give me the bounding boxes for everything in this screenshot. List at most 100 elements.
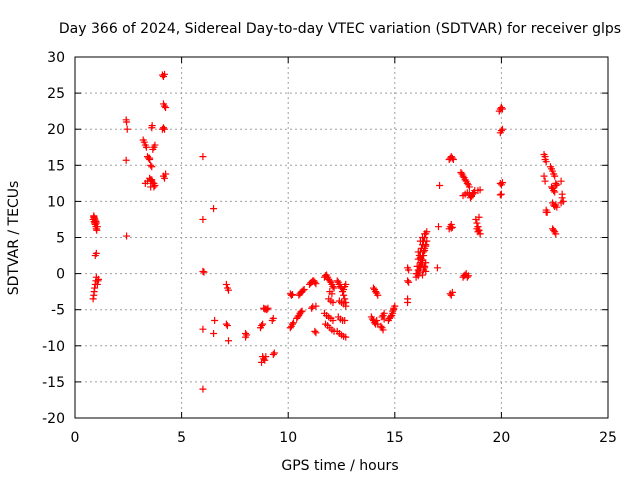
data-point [199,385,207,393]
data-point [414,272,422,280]
y-tick-label: -20 [42,411,65,427]
data-point [312,329,320,337]
data-point [497,104,505,112]
data-point [414,248,422,256]
data-point [543,208,551,216]
data-point [449,156,457,164]
data-point [93,280,101,288]
data-point [474,228,482,236]
y-axis: -20 -15 -10 -5 0 5 10 15 20 25 30 [42,50,608,427]
x-tick-label: 5 [177,430,186,446]
data-point [421,262,429,270]
data-point [557,199,565,207]
data-point [470,189,478,197]
data-points [89,70,567,393]
data-point [433,264,441,272]
data-point [199,215,207,223]
data-point [148,163,156,171]
data-point [263,306,271,314]
data-point [288,291,296,299]
data-point [122,156,130,164]
data-point [329,298,337,306]
data-point [342,280,350,288]
data-point [552,182,560,190]
data-point [448,223,456,231]
data-point [93,226,101,234]
data-point [308,304,316,312]
data-point [123,118,131,126]
data-point [161,70,169,78]
data-point [161,174,169,182]
data-point [225,286,233,294]
data-point [223,322,231,330]
data-point [435,223,443,231]
data-point [242,333,250,341]
data-point [210,330,218,338]
data-point [89,295,97,303]
data-point [553,181,561,189]
data-point [262,353,270,361]
data-point [222,280,230,288]
x-tick-label: 0 [71,430,80,446]
data-point [557,177,565,185]
data-point [475,213,483,221]
data-point [290,319,298,327]
data-point [422,242,430,250]
data-point [419,234,427,241]
data-point [368,315,376,323]
data-point [421,246,429,254]
data-point [541,177,549,185]
data-point [540,172,548,180]
data-point [551,188,559,196]
data-point [259,320,267,328]
y-tick-label: 20 [47,122,65,138]
data-point [159,124,167,132]
data-point [463,179,471,187]
data-point [268,317,276,325]
data-point [326,277,334,285]
data-point [199,267,207,275]
data-point [92,219,100,227]
data-point [497,190,505,198]
data-point [465,183,473,191]
data-point [380,315,388,323]
data-point [448,154,456,162]
data-point [299,286,307,294]
data-point [377,322,385,330]
data-point [388,311,396,319]
data-point [162,104,170,112]
data-point [333,277,341,285]
data-point [211,317,219,325]
data-point [342,302,350,310]
data-point [405,278,413,286]
data-point [286,324,294,332]
data-point [475,226,483,234]
data-point [311,278,319,286]
data-point [161,102,169,110]
data-point [329,283,337,291]
y-tick-label: -15 [42,375,65,391]
data-point [457,169,465,177]
data-point [312,280,320,288]
data-point [419,271,427,279]
data-point [497,127,505,135]
data-point [447,224,455,232]
data-point [330,284,338,292]
data-point [92,249,100,257]
data-point [161,125,169,133]
data-point [423,237,431,245]
data-point [379,326,387,334]
y-tick-label: 10 [47,194,65,210]
data-point [225,337,233,345]
x-axis-label: GPS time / hours [281,458,398,474]
y-tick-label: 15 [47,158,65,174]
y-tick-label: 5 [56,231,65,247]
data-point [436,182,444,190]
data-point [551,172,559,180]
data-point [448,288,456,296]
data-point [150,179,158,187]
data-point [287,291,295,299]
data-point [146,154,154,162]
data-point [541,153,549,161]
